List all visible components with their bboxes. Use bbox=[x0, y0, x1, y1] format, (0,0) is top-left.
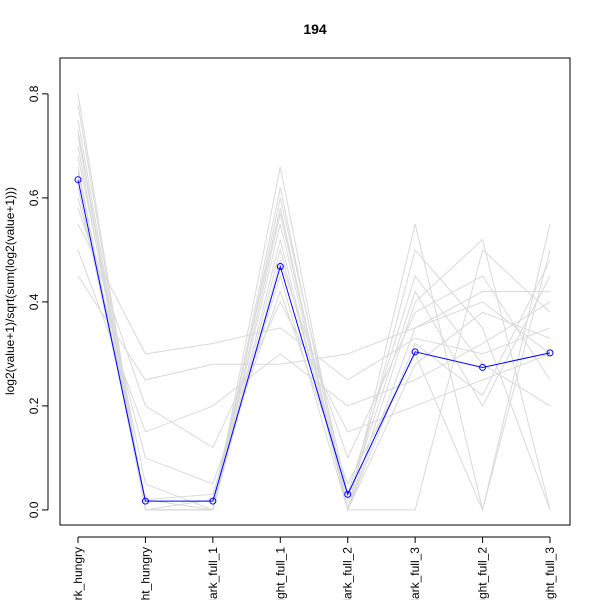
y-tick-label: 0.4 bbox=[27, 293, 41, 310]
plot-frame bbox=[59, 57, 571, 526]
x-tick-label: light_full_2 bbox=[476, 547, 490, 600]
series-line bbox=[77, 104, 551, 511]
y-tick-label: 0.8 bbox=[27, 85, 41, 102]
series-line bbox=[77, 179, 551, 502]
series-line bbox=[77, 93, 551, 511]
series-line bbox=[77, 156, 551, 511]
y-tick-label: 0.2 bbox=[27, 397, 41, 414]
point bbox=[276, 263, 284, 271]
point bbox=[209, 497, 217, 505]
x-tick-label: light_full_1 bbox=[273, 547, 287, 600]
chart-title: 194 bbox=[303, 21, 327, 37]
point bbox=[479, 363, 487, 371]
series-line bbox=[77, 275, 550, 381]
x-tick-label: ark_hungry bbox=[71, 547, 85, 600]
y-tick-label: 0.6 bbox=[27, 189, 41, 206]
point bbox=[546, 349, 554, 357]
y-axis-label: log2(value+1)/sqrt(sum(log2(value+1))) bbox=[3, 187, 17, 395]
x-tick-label: dark_full_1 bbox=[206, 547, 220, 600]
point bbox=[74, 176, 82, 184]
series-line bbox=[77, 187, 551, 512]
x-tick-label: dark_full_3 bbox=[408, 547, 422, 600]
x-tick-label: dark_full_2 bbox=[341, 547, 355, 600]
series-line bbox=[77, 145, 551, 511]
series-line bbox=[77, 223, 551, 381]
point bbox=[344, 490, 352, 498]
series-line bbox=[77, 208, 551, 449]
x-tick-label: ght_hungry bbox=[138, 547, 152, 600]
x-tick-label: light_full_3 bbox=[543, 547, 557, 600]
series-line bbox=[77, 197, 551, 512]
point bbox=[411, 348, 419, 356]
y-tick-label: 0.0 bbox=[27, 501, 41, 518]
point bbox=[141, 497, 149, 505]
series-line bbox=[77, 130, 551, 512]
series-line bbox=[77, 135, 551, 512]
